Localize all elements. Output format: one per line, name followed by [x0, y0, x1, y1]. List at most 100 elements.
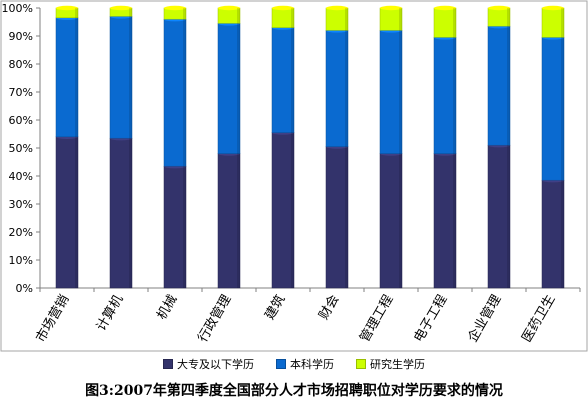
legend-item-bachelor: 本科学历 [276, 356, 334, 372]
bar-segment [487, 143, 511, 289]
bar-rim [218, 5, 240, 11]
bar-segment [55, 134, 79, 289]
bar-rim [380, 5, 402, 11]
y-tick-label: 30% [9, 198, 33, 211]
y-tick-label: 90% [9, 30, 33, 43]
bar-face [217, 23, 241, 154]
y-tick-label: 80% [9, 58, 33, 71]
bar-rim [542, 5, 564, 11]
bar-segment [325, 28, 349, 147]
bar-segment [55, 15, 79, 138]
y-tick-label: 40% [9, 170, 33, 183]
chart-area: 0% 10% 20% 30% 40% 50% 60% 70% 80% 90% 100% 市场营销 计算机… [0, 0, 588, 352]
bar-face [379, 7, 403, 31]
bar-face [271, 132, 295, 289]
bar-segment [325, 5, 349, 31]
chart-border [0, 0, 588, 352]
bar-rim [56, 5, 78, 11]
bar-rim [164, 5, 186, 11]
bar-segment [109, 136, 133, 289]
bar-face [271, 7, 295, 28]
bar-side-shade [237, 8, 240, 288]
bar-segment [379, 5, 403, 31]
bar-segment [271, 5, 295, 28]
bar-side-shade [453, 8, 456, 288]
bar-segment [163, 164, 187, 289]
x-tick-label: 企业管理 [465, 292, 505, 345]
bar-segment [541, 5, 565, 38]
bar-segment [487, 24, 511, 146]
bar-segment [379, 151, 403, 289]
x-tick-label: 管理工程 [357, 293, 396, 346]
bar-face [433, 7, 457, 38]
bar-face [217, 153, 241, 289]
bar-side-shade [561, 8, 564, 288]
x-tick-label: 计算机 [94, 293, 126, 334]
bar-segment [217, 151, 241, 289]
chart-legend: 大专及以下学历 本科学历 研究生学历 [0, 354, 588, 374]
bar-face [541, 7, 565, 38]
bar-segment [217, 5, 241, 24]
bar-face [109, 16, 133, 139]
bar-rim [110, 5, 132, 11]
bar-segment [109, 5, 133, 17]
bar-side-shade [345, 8, 348, 288]
bar-face [433, 153, 457, 289]
bar-rim [326, 5, 348, 11]
stacked-bar-chart: 0% 10% 20% 30% 40% 50% 60% 70% 80% 90% 100% 市场营销 计算机… [0, 0, 588, 352]
x-tick-label: 财会 [316, 293, 342, 323]
bar-rim [488, 5, 510, 11]
y-tick-label: 70% [9, 86, 33, 99]
bar-rim [434, 5, 456, 11]
bar-segment [541, 178, 565, 289]
bar-segment [271, 130, 295, 289]
legend-label-graduate: 研究生学历 [370, 358, 425, 371]
bar-face [271, 27, 295, 133]
chart-caption: 图3:2007年第四季度全国部分人才市场招聘职位对学历要求的情况 [85, 383, 503, 399]
y-tick-label: 10% [9, 254, 33, 267]
bar-face [325, 7, 349, 31]
bar-segment [109, 14, 133, 139]
bar-segment [325, 144, 349, 289]
x-tick-label: 机械 [154, 293, 180, 323]
bar-segment [55, 5, 79, 19]
bar-face [433, 37, 457, 154]
bar-segment [271, 25, 295, 133]
bar-segment [433, 151, 457, 289]
bar-segment [433, 35, 457, 154]
bar-face [55, 136, 79, 289]
y-tick-label: 20% [9, 226, 33, 239]
y-tick-label: 50% [9, 142, 33, 155]
bar-face [379, 153, 403, 289]
bar-face [109, 137, 133, 289]
bar-side-shade [507, 8, 510, 288]
bar-face [541, 179, 565, 289]
bar-side-shade [75, 8, 78, 288]
bar-face [325, 30, 349, 147]
legend-item-junior-college: 大专及以下学历 [163, 356, 254, 372]
legend-item-graduate: 研究生学历 [356, 356, 425, 372]
bar-segment [379, 28, 403, 154]
legend-swatch-junior-college [163, 359, 173, 369]
bar-face [487, 7, 511, 27]
bar-face [217, 7, 241, 24]
x-tick-label: 行政管理 [195, 293, 234, 346]
bar-face [163, 165, 187, 289]
bar-segment [433, 5, 457, 38]
y-tick-label: 0% [16, 282, 33, 295]
bar-segment [487, 5, 511, 27]
bar-side-shade [399, 8, 402, 288]
legend-swatch-bachelor [276, 359, 286, 369]
bar-face [487, 144, 511, 289]
bar-segment [217, 21, 241, 154]
bar-side-shade [183, 8, 186, 288]
x-tick-label: 建筑 [262, 292, 289, 323]
bar-face [55, 17, 79, 138]
bar-face [379, 30, 403, 154]
legend-swatch-graduate [356, 359, 366, 369]
y-tick-label: 100% [2, 2, 33, 15]
x-tick-label: 医药卫生 [519, 293, 558, 346]
legend-label-junior-college: 大专及以下学历 [177, 358, 254, 371]
bar-side-shade [129, 8, 132, 288]
x-tick-label: 电子工程 [411, 293, 450, 346]
